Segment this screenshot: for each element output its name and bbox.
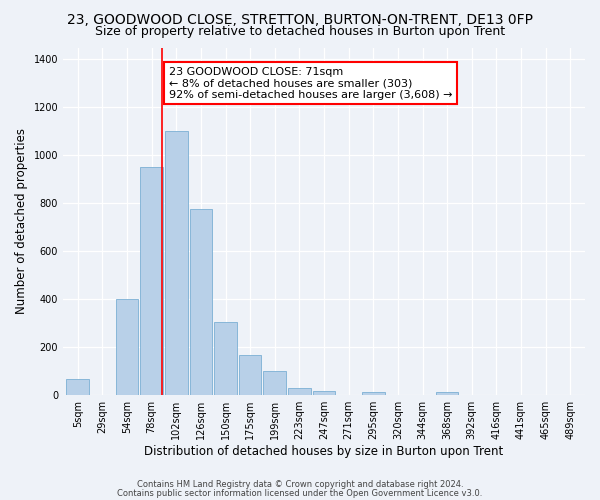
- Bar: [67, 379, 89, 394]
- Text: Size of property relative to detached houses in Burton upon Trent: Size of property relative to detached ho…: [95, 25, 505, 38]
- Bar: [263, 371, 286, 394]
- Bar: [190, 209, 212, 394]
- X-axis label: Distribution of detached houses by size in Burton upon Trent: Distribution of detached houses by size …: [145, 444, 503, 458]
- Bar: [214, 322, 237, 394]
- Bar: [436, 392, 458, 394]
- Bar: [239, 355, 262, 395]
- Bar: [165, 132, 188, 394]
- Text: 23, GOODWOOD CLOSE, STRETTON, BURTON-ON-TRENT, DE13 0FP: 23, GOODWOOD CLOSE, STRETTON, BURTON-ON-…: [67, 12, 533, 26]
- Bar: [313, 391, 335, 394]
- Y-axis label: Number of detached properties: Number of detached properties: [15, 128, 28, 314]
- Bar: [362, 392, 385, 394]
- Bar: [140, 167, 163, 394]
- Text: 23 GOODWOOD CLOSE: 71sqm
← 8% of detached houses are smaller (303)
92% of semi-d: 23 GOODWOOD CLOSE: 71sqm ← 8% of detache…: [169, 66, 452, 100]
- Text: Contains public sector information licensed under the Open Government Licence v3: Contains public sector information licen…: [118, 489, 482, 498]
- Bar: [288, 388, 311, 394]
- Text: Contains HM Land Registry data © Crown copyright and database right 2024.: Contains HM Land Registry data © Crown c…: [137, 480, 463, 489]
- Bar: [116, 299, 139, 394]
